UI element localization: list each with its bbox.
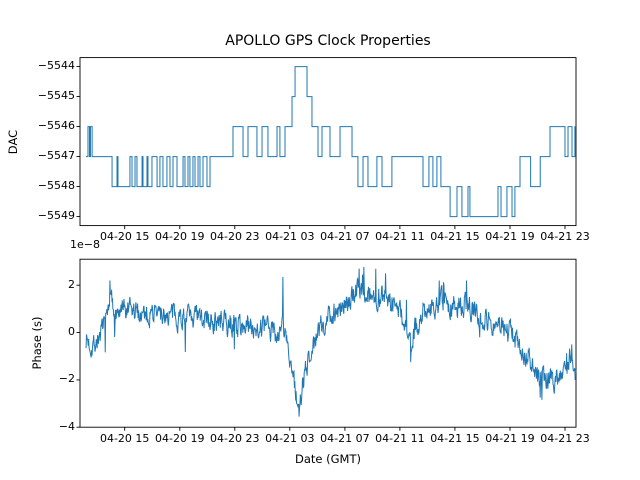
dac-axis-label: DAC — [6, 129, 20, 155]
x-tick-label: 04-21 19 — [485, 230, 535, 244]
y-tick-label: −4 — [58, 419, 75, 433]
x-tick-label: 04-21 03 — [265, 431, 315, 445]
x-tick-label: 04-20 19 — [155, 431, 205, 445]
x-tick-label: 04-21 11 — [375, 230, 425, 244]
y-tick-label: −5548 — [37, 179, 75, 193]
y-tick-label: −5546 — [37, 119, 75, 133]
x-tick-label: 04-21 23 — [540, 431, 590, 445]
x-tick-label: 04-21 07 — [320, 431, 370, 445]
x-tick-label: 04-20 15 — [99, 230, 150, 244]
y-tick-label: −5549 — [37, 209, 75, 223]
y-tick-label: 2 — [68, 277, 75, 291]
x-tick-label: 04-21 19 — [485, 431, 535, 445]
x-tick-label: 04-21 11 — [375, 431, 425, 445]
y-axis-offset-text: 1e−8 — [70, 238, 100, 251]
axes-spines — [79, 258, 577, 428]
x-tick-label: 04-20 23 — [210, 431, 260, 445]
figure-title: APOLLO GPS Clock Properties — [225, 33, 431, 49]
tick-marks — [76, 66, 566, 230]
x-tick-label: 04-21 23 — [540, 230, 590, 244]
x-tick-label: 04-20 23 — [210, 230, 260, 244]
axes-spines — [79, 57, 577, 227]
x-tick-label: 04-21 03 — [265, 230, 315, 244]
x-tick-label: 04-21 15 — [430, 230, 480, 244]
x-tick-label: 04-21 07 — [320, 230, 370, 244]
y-tick-label: −5545 — [37, 89, 75, 103]
x-tick-label: 04-20 19 — [155, 230, 205, 244]
y-tick-label: −2 — [58, 372, 75, 386]
x-tick-label: 04-21 15 — [430, 431, 480, 445]
phase-noise-line — [85, 266, 577, 417]
y-tick-label: −5547 — [37, 149, 75, 163]
y-tick-label: 0 — [68, 325, 75, 339]
tick-marks — [76, 284, 566, 431]
dac-step-line — [86, 66, 576, 218]
date-axis-label: Date (GMT) — [295, 452, 361, 466]
x-tick-label: 04-20 15 — [99, 431, 150, 445]
y-tick-label: −5544 — [37, 59, 75, 73]
